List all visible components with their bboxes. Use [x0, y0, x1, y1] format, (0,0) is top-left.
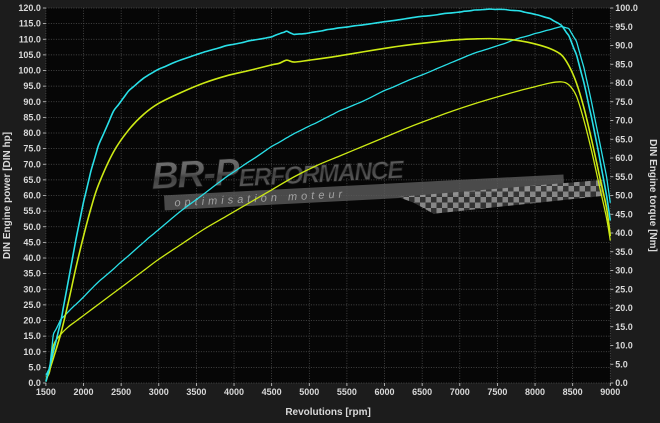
- svg-text:50.0: 50.0: [23, 222, 41, 232]
- svg-text:30.0: 30.0: [615, 266, 633, 276]
- svg-text:2000: 2000: [74, 387, 94, 397]
- svg-text:50.0: 50.0: [615, 191, 633, 201]
- svg-text:6500: 6500: [412, 387, 432, 397]
- svg-text:110.0: 110.0: [19, 34, 41, 44]
- svg-text:35.0: 35.0: [615, 247, 633, 257]
- svg-text:85.0: 85.0: [23, 112, 41, 122]
- svg-text:8500: 8500: [563, 387, 583, 397]
- svg-text:DIN Engine power [DIN hp]: DIN Engine power [DIN hp]: [2, 132, 13, 259]
- svg-text:6000: 6000: [375, 387, 395, 397]
- svg-text:20.0: 20.0: [23, 316, 41, 326]
- svg-text:70.0: 70.0: [23, 159, 41, 169]
- svg-text:60.0: 60.0: [615, 153, 633, 163]
- svg-text:105.0: 105.0: [18, 50, 41, 60]
- svg-text:45.0: 45.0: [23, 237, 41, 247]
- svg-text:20.0: 20.0: [615, 303, 633, 313]
- svg-text:25.0: 25.0: [23, 300, 41, 310]
- svg-text:9000: 9000: [600, 387, 620, 397]
- svg-text:65.0: 65.0: [23, 175, 41, 185]
- svg-text:DIN Engine torque [Nm]: DIN Engine torque [Nm]: [647, 139, 658, 252]
- svg-text:4500: 4500: [262, 387, 282, 397]
- svg-text:40.0: 40.0: [615, 228, 633, 238]
- svg-text:45.0: 45.0: [615, 209, 633, 219]
- svg-text:8000: 8000: [525, 387, 545, 397]
- svg-text:100.0: 100.0: [615, 3, 638, 13]
- svg-text:5.0: 5.0: [28, 362, 41, 372]
- svg-text:4000: 4000: [224, 387, 244, 397]
- svg-text:10.0: 10.0: [23, 347, 41, 357]
- svg-text:90.0: 90.0: [23, 97, 41, 107]
- svg-text:75.0: 75.0: [615, 97, 633, 107]
- svg-text:55.0: 55.0: [615, 172, 633, 182]
- svg-text:90.0: 90.0: [615, 41, 633, 51]
- svg-text:15.0: 15.0: [615, 322, 633, 332]
- svg-text:95.0: 95.0: [23, 81, 41, 91]
- svg-text:25.0: 25.0: [615, 284, 633, 294]
- svg-text:7500: 7500: [487, 387, 507, 397]
- svg-text:30.0: 30.0: [23, 284, 41, 294]
- svg-text:115.0: 115.0: [19, 19, 41, 29]
- svg-text:5.0: 5.0: [615, 359, 628, 369]
- svg-text:7000: 7000: [450, 387, 470, 397]
- svg-text:5500: 5500: [337, 387, 357, 397]
- svg-text:3500: 3500: [186, 387, 206, 397]
- svg-text:60.0: 60.0: [23, 191, 41, 201]
- svg-text:3000: 3000: [149, 387, 169, 397]
- svg-text:15.0: 15.0: [23, 331, 41, 341]
- svg-text:35.0: 35.0: [23, 269, 41, 279]
- svg-text:10.0: 10.0: [615, 341, 633, 351]
- svg-text:1500: 1500: [36, 387, 56, 397]
- svg-text:80.0: 80.0: [615, 78, 633, 88]
- svg-text:95.0: 95.0: [615, 22, 633, 32]
- svg-text:120.0: 120.0: [18, 3, 41, 13]
- svg-text:70.0: 70.0: [615, 116, 633, 126]
- svg-text:85.0: 85.0: [615, 59, 633, 69]
- svg-text:65.0: 65.0: [615, 134, 633, 144]
- svg-text:75.0: 75.0: [23, 144, 41, 154]
- svg-text:Revolutions [rpm]: Revolutions [rpm]: [285, 407, 371, 418]
- svg-text:2500: 2500: [111, 387, 131, 397]
- svg-text:55.0: 55.0: [23, 206, 41, 216]
- svg-text:40.0: 40.0: [23, 253, 41, 263]
- svg-text:100.0: 100.0: [18, 66, 41, 76]
- svg-text:5000: 5000: [299, 387, 319, 397]
- svg-text:80.0: 80.0: [23, 128, 41, 138]
